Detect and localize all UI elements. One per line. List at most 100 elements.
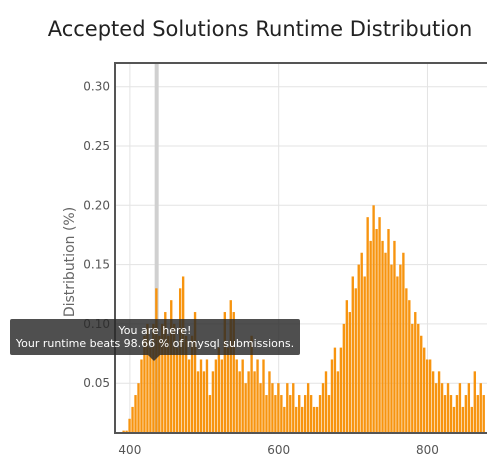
bar[interactable] (140, 359, 142, 433)
bar[interactable] (244, 383, 246, 433)
bar[interactable] (209, 395, 211, 433)
bar[interactable] (378, 217, 380, 433)
bar[interactable] (128, 419, 130, 433)
bar[interactable] (259, 383, 261, 433)
bar[interactable] (387, 229, 389, 433)
bar[interactable] (268, 371, 270, 433)
bar[interactable] (355, 288, 357, 433)
bar[interactable] (468, 383, 470, 433)
bar[interactable] (286, 383, 288, 433)
bar[interactable] (438, 371, 440, 433)
bar[interactable] (369, 241, 371, 433)
bar[interactable] (274, 395, 276, 433)
bar[interactable] (239, 371, 241, 433)
bar[interactable] (241, 359, 243, 433)
bar[interactable] (444, 395, 446, 433)
bar[interactable] (399, 265, 401, 433)
bar[interactable] (283, 407, 285, 433)
bar[interactable] (304, 395, 306, 433)
bar[interactable] (328, 395, 330, 433)
bar[interactable] (405, 288, 407, 433)
bar[interactable] (361, 253, 363, 433)
bar[interactable] (456, 395, 458, 433)
bar[interactable] (236, 359, 238, 433)
bar[interactable] (206, 359, 208, 433)
bar[interactable] (480, 383, 482, 433)
bar[interactable] (265, 395, 267, 433)
bar[interactable] (352, 276, 354, 433)
bar[interactable] (280, 395, 282, 433)
bar[interactable] (215, 359, 217, 433)
bar[interactable] (462, 407, 464, 433)
bar[interactable] (346, 300, 348, 433)
bar[interactable] (292, 383, 294, 433)
bar[interactable] (390, 265, 392, 433)
bar[interactable] (402, 253, 404, 433)
bar[interactable] (477, 395, 479, 433)
bar[interactable] (465, 395, 467, 433)
bar[interactable] (203, 371, 205, 433)
bar[interactable] (340, 348, 342, 433)
bar[interactable] (137, 383, 139, 433)
bar[interactable] (408, 300, 410, 433)
bar[interactable] (432, 371, 434, 433)
bar[interactable] (414, 312, 416, 433)
bar[interactable] (316, 407, 318, 433)
bar[interactable] (435, 383, 437, 433)
bar[interactable] (426, 359, 428, 433)
bar[interactable] (381, 241, 383, 433)
bar[interactable] (227, 348, 229, 433)
bar[interactable] (474, 371, 476, 433)
bar[interactable] (420, 336, 422, 433)
bar[interactable] (247, 371, 249, 433)
bar[interactable] (393, 241, 395, 433)
bar[interactable] (358, 265, 360, 433)
bar[interactable] (423, 348, 425, 433)
bar[interactable] (212, 371, 214, 433)
bar[interactable] (331, 359, 333, 433)
bar[interactable] (334, 348, 336, 433)
bar[interactable] (218, 348, 220, 433)
bar[interactable] (396, 276, 398, 433)
bar[interactable] (200, 359, 202, 433)
bar[interactable] (307, 383, 309, 433)
bar[interactable] (325, 371, 327, 433)
bar[interactable] (176, 348, 178, 433)
bar[interactable] (363, 276, 365, 433)
bar[interactable] (188, 359, 190, 433)
bar[interactable] (366, 217, 368, 433)
bar[interactable] (256, 359, 258, 433)
bar[interactable] (384, 253, 386, 433)
bar[interactable] (322, 383, 324, 433)
bar[interactable] (471, 407, 473, 433)
bar[interactable] (298, 395, 300, 433)
bar[interactable] (301, 407, 303, 433)
bar[interactable] (459, 383, 461, 433)
bar[interactable] (429, 359, 431, 433)
bar[interactable] (447, 383, 449, 433)
bar[interactable] (375, 229, 377, 433)
bar[interactable] (253, 371, 255, 433)
bar[interactable] (310, 395, 312, 433)
bar[interactable] (343, 324, 345, 433)
bar[interactable] (337, 371, 339, 433)
bar[interactable] (417, 324, 419, 433)
bar[interactable] (319, 395, 321, 433)
bar[interactable] (271, 383, 273, 433)
bar[interactable] (277, 383, 279, 433)
bar[interactable] (411, 324, 413, 433)
bar[interactable] (450, 395, 452, 433)
bar[interactable] (441, 383, 443, 433)
bar[interactable] (372, 205, 374, 433)
bar[interactable] (313, 407, 315, 433)
bar[interactable] (221, 359, 223, 433)
bar[interactable] (453, 407, 455, 433)
bar[interactable] (131, 407, 133, 433)
bar[interactable] (349, 312, 351, 433)
bar[interactable] (483, 395, 485, 433)
bar[interactable] (295, 407, 297, 433)
bar[interactable] (134, 395, 136, 433)
bar[interactable] (197, 371, 199, 433)
bar[interactable] (179, 288, 181, 433)
bar[interactable] (289, 395, 291, 433)
